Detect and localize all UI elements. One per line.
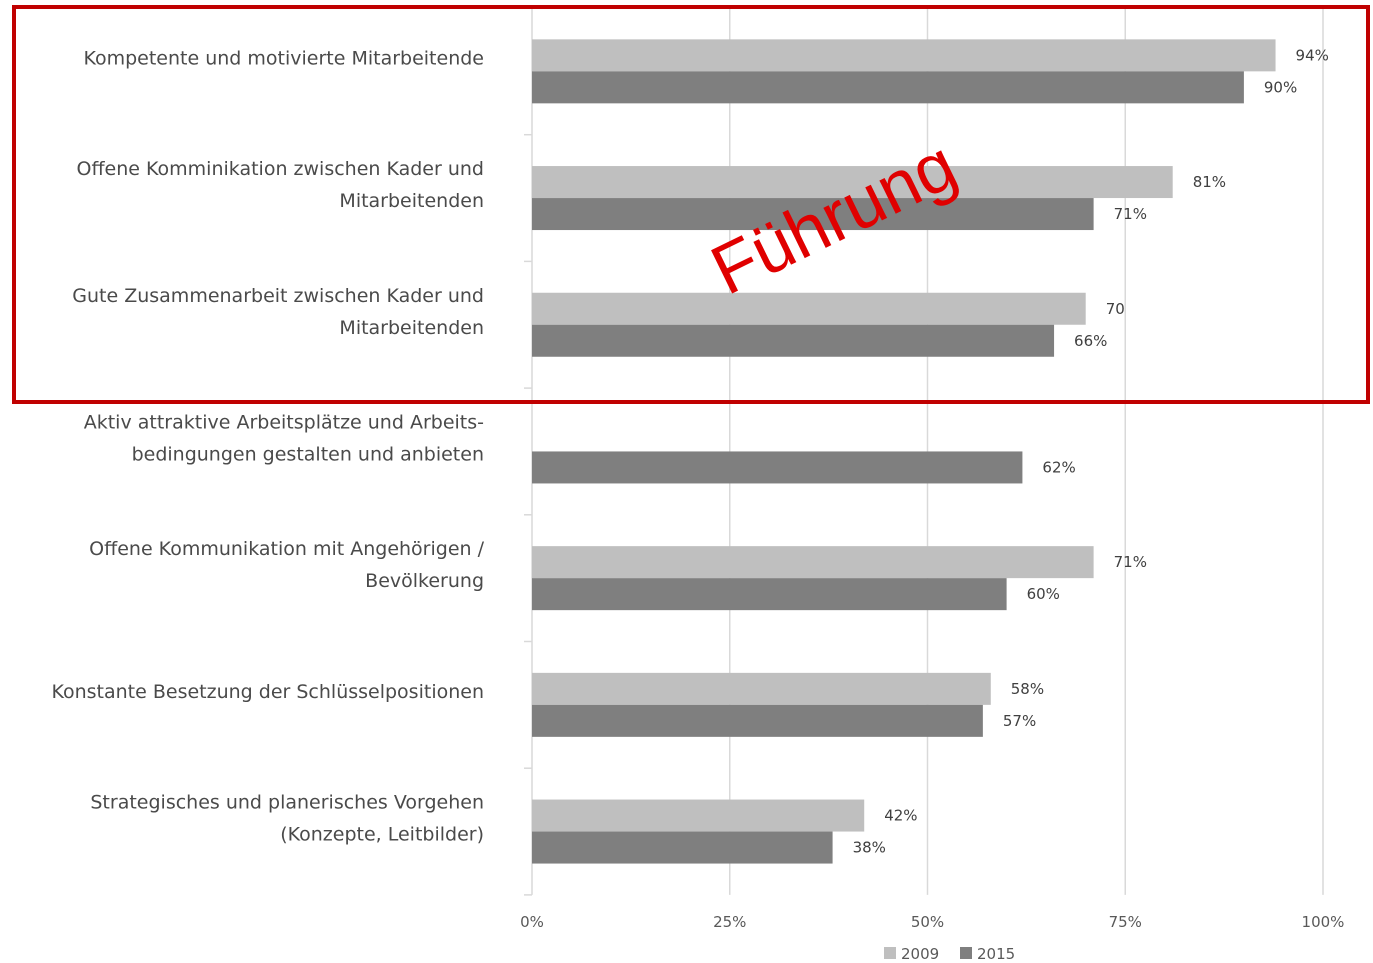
value-label-2015: 90% xyxy=(1264,78,1297,96)
legend-label-2015: 2015 xyxy=(977,945,1015,963)
category-label: Mitarbeitenden xyxy=(339,317,484,339)
value-label-2009: 70 xyxy=(1106,300,1125,318)
bar-2009 xyxy=(532,799,865,832)
x-axis-tick-labels: 0% 25% 50% 75% 100% xyxy=(520,913,1344,931)
legend-label-2009: 2009 xyxy=(901,945,939,963)
category-axis xyxy=(524,7,533,896)
category-label: Kompetente und motivierte Mitarbeitende xyxy=(83,47,484,69)
value-label-2009: 94% xyxy=(1296,46,1329,64)
bar-2009 xyxy=(532,672,991,705)
category-labels: Kompetente und motivierte Mitarbeitende O… xyxy=(51,47,484,845)
bar-2009 xyxy=(532,292,1086,325)
bar-2015 xyxy=(532,71,1244,104)
category-label: Mitarbeitenden xyxy=(339,190,484,212)
x-tick-label: 25% xyxy=(713,913,746,931)
x-tick-label: 0% xyxy=(520,913,544,931)
x-tick-label: 50% xyxy=(911,913,944,931)
bar-2009 xyxy=(532,166,1173,199)
bar-2015 xyxy=(532,704,983,737)
bar-2015 xyxy=(532,451,1023,484)
legend: 2009 2015 xyxy=(884,945,1015,963)
legend-swatch-2009 xyxy=(884,947,896,959)
bars: 94% 90% 81% 71% 70 66% 62% 71% 60% 58% 57% 42% 38% xyxy=(532,39,1329,864)
category-label: Konstante Besetzung der Schlüsselpositio… xyxy=(51,681,484,703)
bar-2009 xyxy=(532,546,1094,579)
category-label: (Konzepte, Leitbilder) xyxy=(280,824,484,846)
category-label: Bevölkerung xyxy=(365,570,484,592)
highlight-box xyxy=(12,5,1370,404)
legend-swatch-2015 xyxy=(960,947,972,959)
category-label: bedingungen gestalten und anbieten xyxy=(132,443,484,465)
value-label-2009: 81% xyxy=(1193,173,1226,191)
value-label-2009: 42% xyxy=(884,807,917,825)
value-label-2009: 58% xyxy=(1011,680,1044,698)
category-label: Gute Zusammenarbeit zwischen Kader und xyxy=(72,285,484,307)
value-label-2015: 60% xyxy=(1027,585,1060,603)
category-label: Strategisches und planerisches Vorgehen xyxy=(90,792,484,814)
bar-2015 xyxy=(532,578,1007,611)
category-label: Aktiv attraktive Arbeitsplätze und Arbei… xyxy=(84,411,484,433)
value-label-2015: 62% xyxy=(1042,458,1075,476)
value-label-2009: 71% xyxy=(1114,553,1147,571)
x-tick-label: 100% xyxy=(1302,913,1345,931)
bar-2009 xyxy=(532,39,1276,72)
value-label-2015: 66% xyxy=(1074,332,1107,350)
x-tick-label: 75% xyxy=(1109,913,1142,931)
value-label-2015: 71% xyxy=(1114,205,1147,223)
category-label: Offene Kommunikation mit Angehörigen / xyxy=(89,538,484,560)
value-label-2015: 38% xyxy=(853,839,886,857)
category-label: Offene Komminikation zwischen Kader und xyxy=(77,158,484,180)
bar-2015 xyxy=(532,324,1055,357)
bar-2015 xyxy=(532,831,833,864)
bar-2015 xyxy=(532,198,1094,231)
value-label-2015: 57% xyxy=(1003,712,1036,730)
